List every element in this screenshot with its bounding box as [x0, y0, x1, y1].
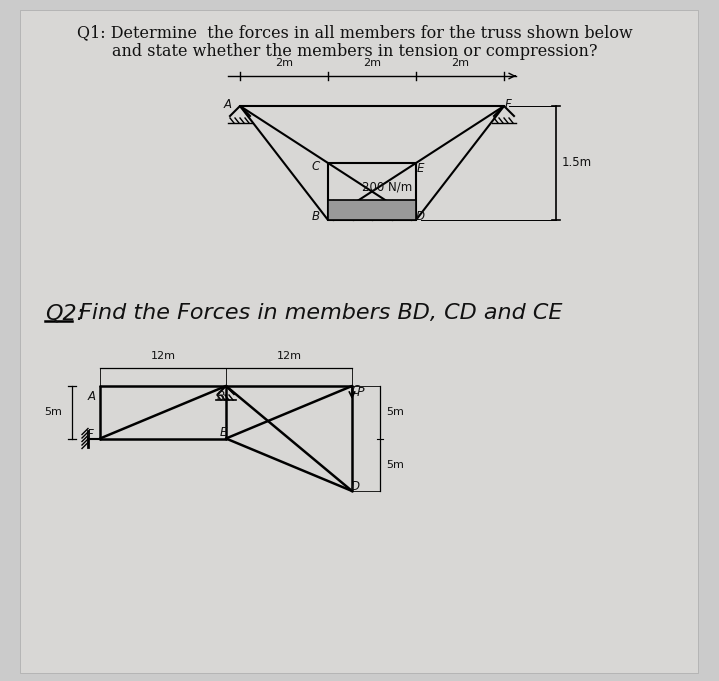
- FancyBboxPatch shape: [20, 10, 698, 673]
- Text: 1.5m: 1.5m: [562, 157, 592, 170]
- Text: 5m: 5m: [386, 407, 404, 417]
- Text: and state whether the members in tension or compression?: and state whether the members in tension…: [112, 42, 597, 59]
- Text: A: A: [224, 97, 232, 110]
- Text: C: C: [352, 385, 360, 398]
- Text: E: E: [219, 426, 226, 439]
- Text: E: E: [416, 161, 423, 174]
- Text: 5m: 5m: [386, 460, 404, 470]
- Text: B: B: [217, 390, 225, 404]
- Text: F: F: [86, 428, 93, 441]
- Text: P: P: [357, 386, 365, 399]
- Text: 12m: 12m: [277, 351, 301, 361]
- Text: F: F: [505, 97, 511, 110]
- Text: C: C: [312, 161, 320, 174]
- Bar: [328, 200, 416, 220]
- Text: 12m: 12m: [150, 351, 175, 361]
- Text: D: D: [350, 481, 360, 494]
- Text: B: B: [312, 210, 320, 223]
- Text: 2m: 2m: [275, 58, 293, 68]
- Text: 2m: 2m: [451, 58, 469, 68]
- Text: Q2:: Q2:: [45, 303, 84, 323]
- Text: A: A: [88, 390, 96, 404]
- Text: 2m: 2m: [363, 58, 381, 68]
- Text: D: D: [416, 210, 424, 223]
- Text: Find the Forces in members BD, CD and CE: Find the Forces in members BD, CD and CE: [72, 303, 562, 323]
- Text: 5m: 5m: [44, 407, 62, 417]
- Text: Q1: Determine  the forces in all members for the truss shown below: Q1: Determine the forces in all members …: [77, 25, 633, 42]
- Text: 200 N/m: 200 N/m: [362, 181, 412, 194]
